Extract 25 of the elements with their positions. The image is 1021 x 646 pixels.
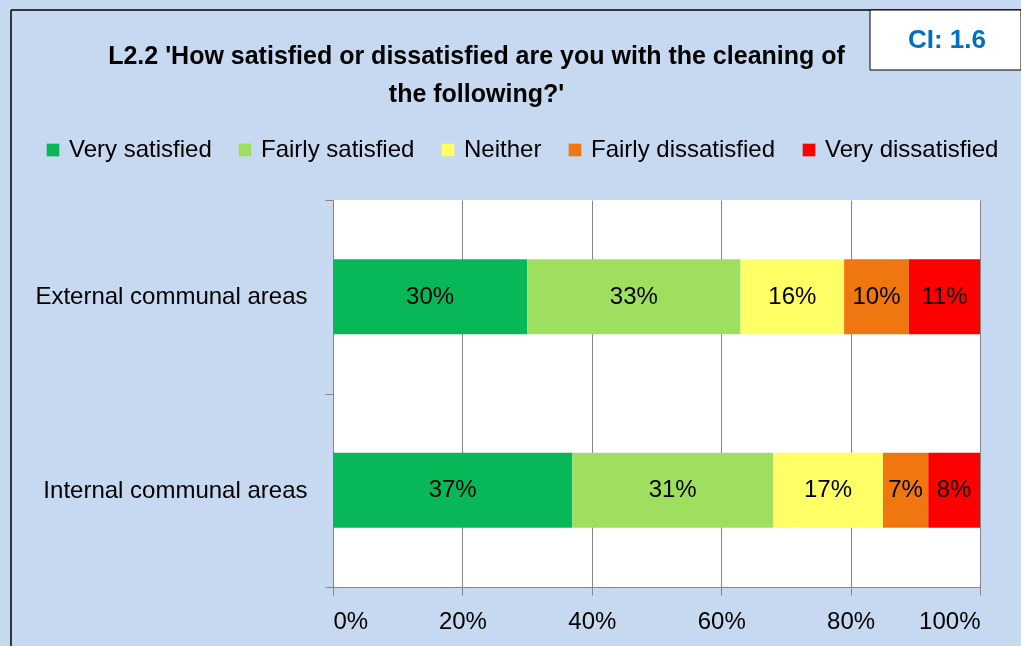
legend-label: Very dissatisfied xyxy=(825,135,999,162)
x-tick-label: 100% xyxy=(919,606,981,634)
y-tick-label: External communal areas xyxy=(35,282,308,310)
legend-label: Neither xyxy=(464,135,542,162)
legend-label: Very satisfied xyxy=(69,135,212,162)
x-tick-label: 80% xyxy=(827,606,876,634)
x-tick-label: 60% xyxy=(697,606,746,634)
data-label: 37% xyxy=(428,475,477,503)
data-label: 33% xyxy=(609,281,658,309)
x-tick-label: 20% xyxy=(438,606,487,634)
legend-label: Fairly dissatisfied xyxy=(591,135,776,162)
data-label: 11% xyxy=(921,281,968,309)
data-label: 30% xyxy=(406,281,455,309)
x-tick-label: 0% xyxy=(333,606,369,634)
y-tick-label: Internal communal areas xyxy=(43,475,308,503)
text: CI: 1.6 xyxy=(907,24,987,54)
data-label: 7% xyxy=(888,475,923,503)
data-label: 8% xyxy=(936,475,972,503)
data-label: 17% xyxy=(803,475,852,503)
x-tick-label: 40% xyxy=(568,606,617,634)
data-label: 10% xyxy=(852,281,901,309)
data-label: 16% xyxy=(768,281,817,309)
chart-title: L2.2 'How satisfied or dissatisfied are you with the cleaning of the following?' xyxy=(108,41,846,108)
legend-label: Fairly satisfied xyxy=(261,135,415,162)
data-label: 31% xyxy=(648,475,697,503)
